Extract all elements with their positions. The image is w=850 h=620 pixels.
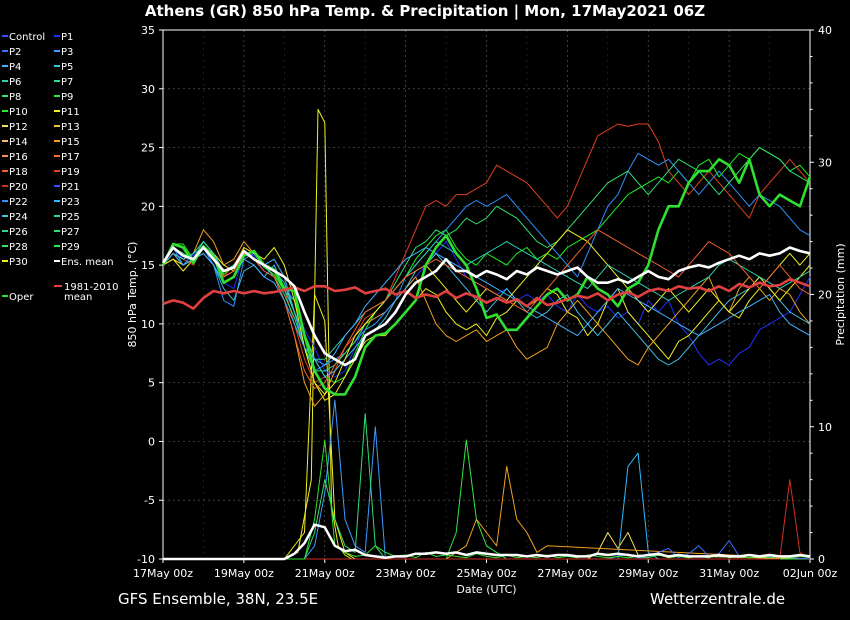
y-tick-label: 20 (141, 200, 155, 213)
plot-frame (162, 29, 811, 560)
y2-axis-label: Precipitation (mm) (834, 243, 847, 345)
x-tick-label: 17May 00z (133, 567, 193, 580)
y-tick-label: 10 (141, 318, 155, 331)
legend-label: mean (64, 292, 92, 303)
y2-tick-label: 40 (818, 24, 832, 37)
y-tick-label: -10 (137, 553, 155, 566)
x-tick-label: 25May 00z (456, 567, 516, 580)
x-tick-label: 02Jun 00z (783, 567, 838, 580)
y-axis-label: 850 hPa Temp. (°C) (126, 242, 139, 348)
legend-label: P14 (9, 137, 28, 148)
legend-label: Ens. mean (61, 257, 114, 268)
chart-title: Athens (GR) 850 hPa Temp. & Precipitatio… (144, 2, 706, 20)
legend-label: P28 (9, 242, 28, 253)
series-line (162, 277, 811, 310)
x-tick-label: 21May 00z (295, 567, 355, 580)
precip-line (163, 523, 811, 561)
y2-tick-label: 20 (818, 289, 832, 302)
x-tick-label: 29May 00z (618, 567, 678, 580)
precip-line (163, 465, 811, 560)
legend-label: P19 (61, 167, 80, 178)
precip-line (163, 399, 810, 560)
legend-label: P9 (61, 92, 73, 103)
x-axis-label: Date (UTC) (456, 583, 516, 596)
y2-tick-label: 0 (818, 553, 825, 566)
legend-label: P11 (61, 107, 80, 118)
legend-label: P30 (9, 257, 28, 268)
legend-label: Oper (9, 292, 34, 303)
legend-label: P29 (61, 242, 80, 253)
site-caption: Wetterzentrale.de (650, 590, 786, 608)
x-tick-label: 19May 00z (214, 567, 274, 580)
legend-label: P23 (61, 197, 80, 208)
legend-label: 1981-2010 (64, 282, 119, 293)
legend-label: P25 (61, 212, 80, 223)
legend-label: P27 (61, 227, 80, 238)
legend-label: P18 (9, 167, 28, 178)
legend-label: P5 (61, 62, 73, 73)
legend-label: P2 (9, 47, 21, 58)
legend-label: Control (9, 32, 45, 43)
precip-line (163, 532, 811, 560)
y-tick-label: 5 (148, 377, 155, 390)
series-line (162, 147, 811, 372)
legend-label: P16 (9, 152, 28, 163)
series-line (162, 152, 811, 372)
legend-label: P20 (9, 182, 28, 193)
legend-label: P10 (9, 107, 28, 118)
y-tick-label: 15 (141, 259, 155, 272)
precip-line (163, 294, 810, 560)
precip-line (163, 413, 810, 560)
y-tick-label: 30 (141, 83, 155, 96)
legend-label: P6 (9, 77, 21, 88)
legend-label: P26 (9, 227, 28, 238)
legend-label: P17 (61, 152, 80, 163)
y-tick-label: 25 (141, 142, 155, 155)
legend-label: P1 (61, 32, 73, 43)
y-tick-label: -5 (144, 494, 155, 507)
x-tick-label: 31May 00z (699, 567, 759, 580)
legend-label: P13 (61, 122, 80, 133)
legend-label: P22 (9, 197, 28, 208)
legend-label: P8 (9, 92, 21, 103)
legend-label: P12 (9, 122, 28, 133)
legend-label: P15 (61, 137, 80, 148)
x-tick-label: 23May 00z (376, 567, 436, 580)
model-caption: GFS Ensemble, 38N, 23.5E (118, 590, 319, 608)
legend-label: P4 (9, 62, 21, 73)
series-line (162, 229, 811, 389)
y2-tick-label: 30 (818, 156, 832, 169)
series-line (161, 246, 811, 367)
y-tick-label: 35 (141, 24, 155, 37)
series-line (162, 247, 811, 366)
x-tick-label: 27May 00z (537, 567, 597, 580)
legend-label: P3 (61, 47, 73, 58)
y-tick-label: 0 (148, 435, 155, 448)
legend-label: P7 (61, 77, 73, 88)
legend-label: P24 (9, 212, 28, 223)
y2-tick-label: 10 (818, 421, 832, 434)
legend-label: P21 (61, 182, 80, 193)
